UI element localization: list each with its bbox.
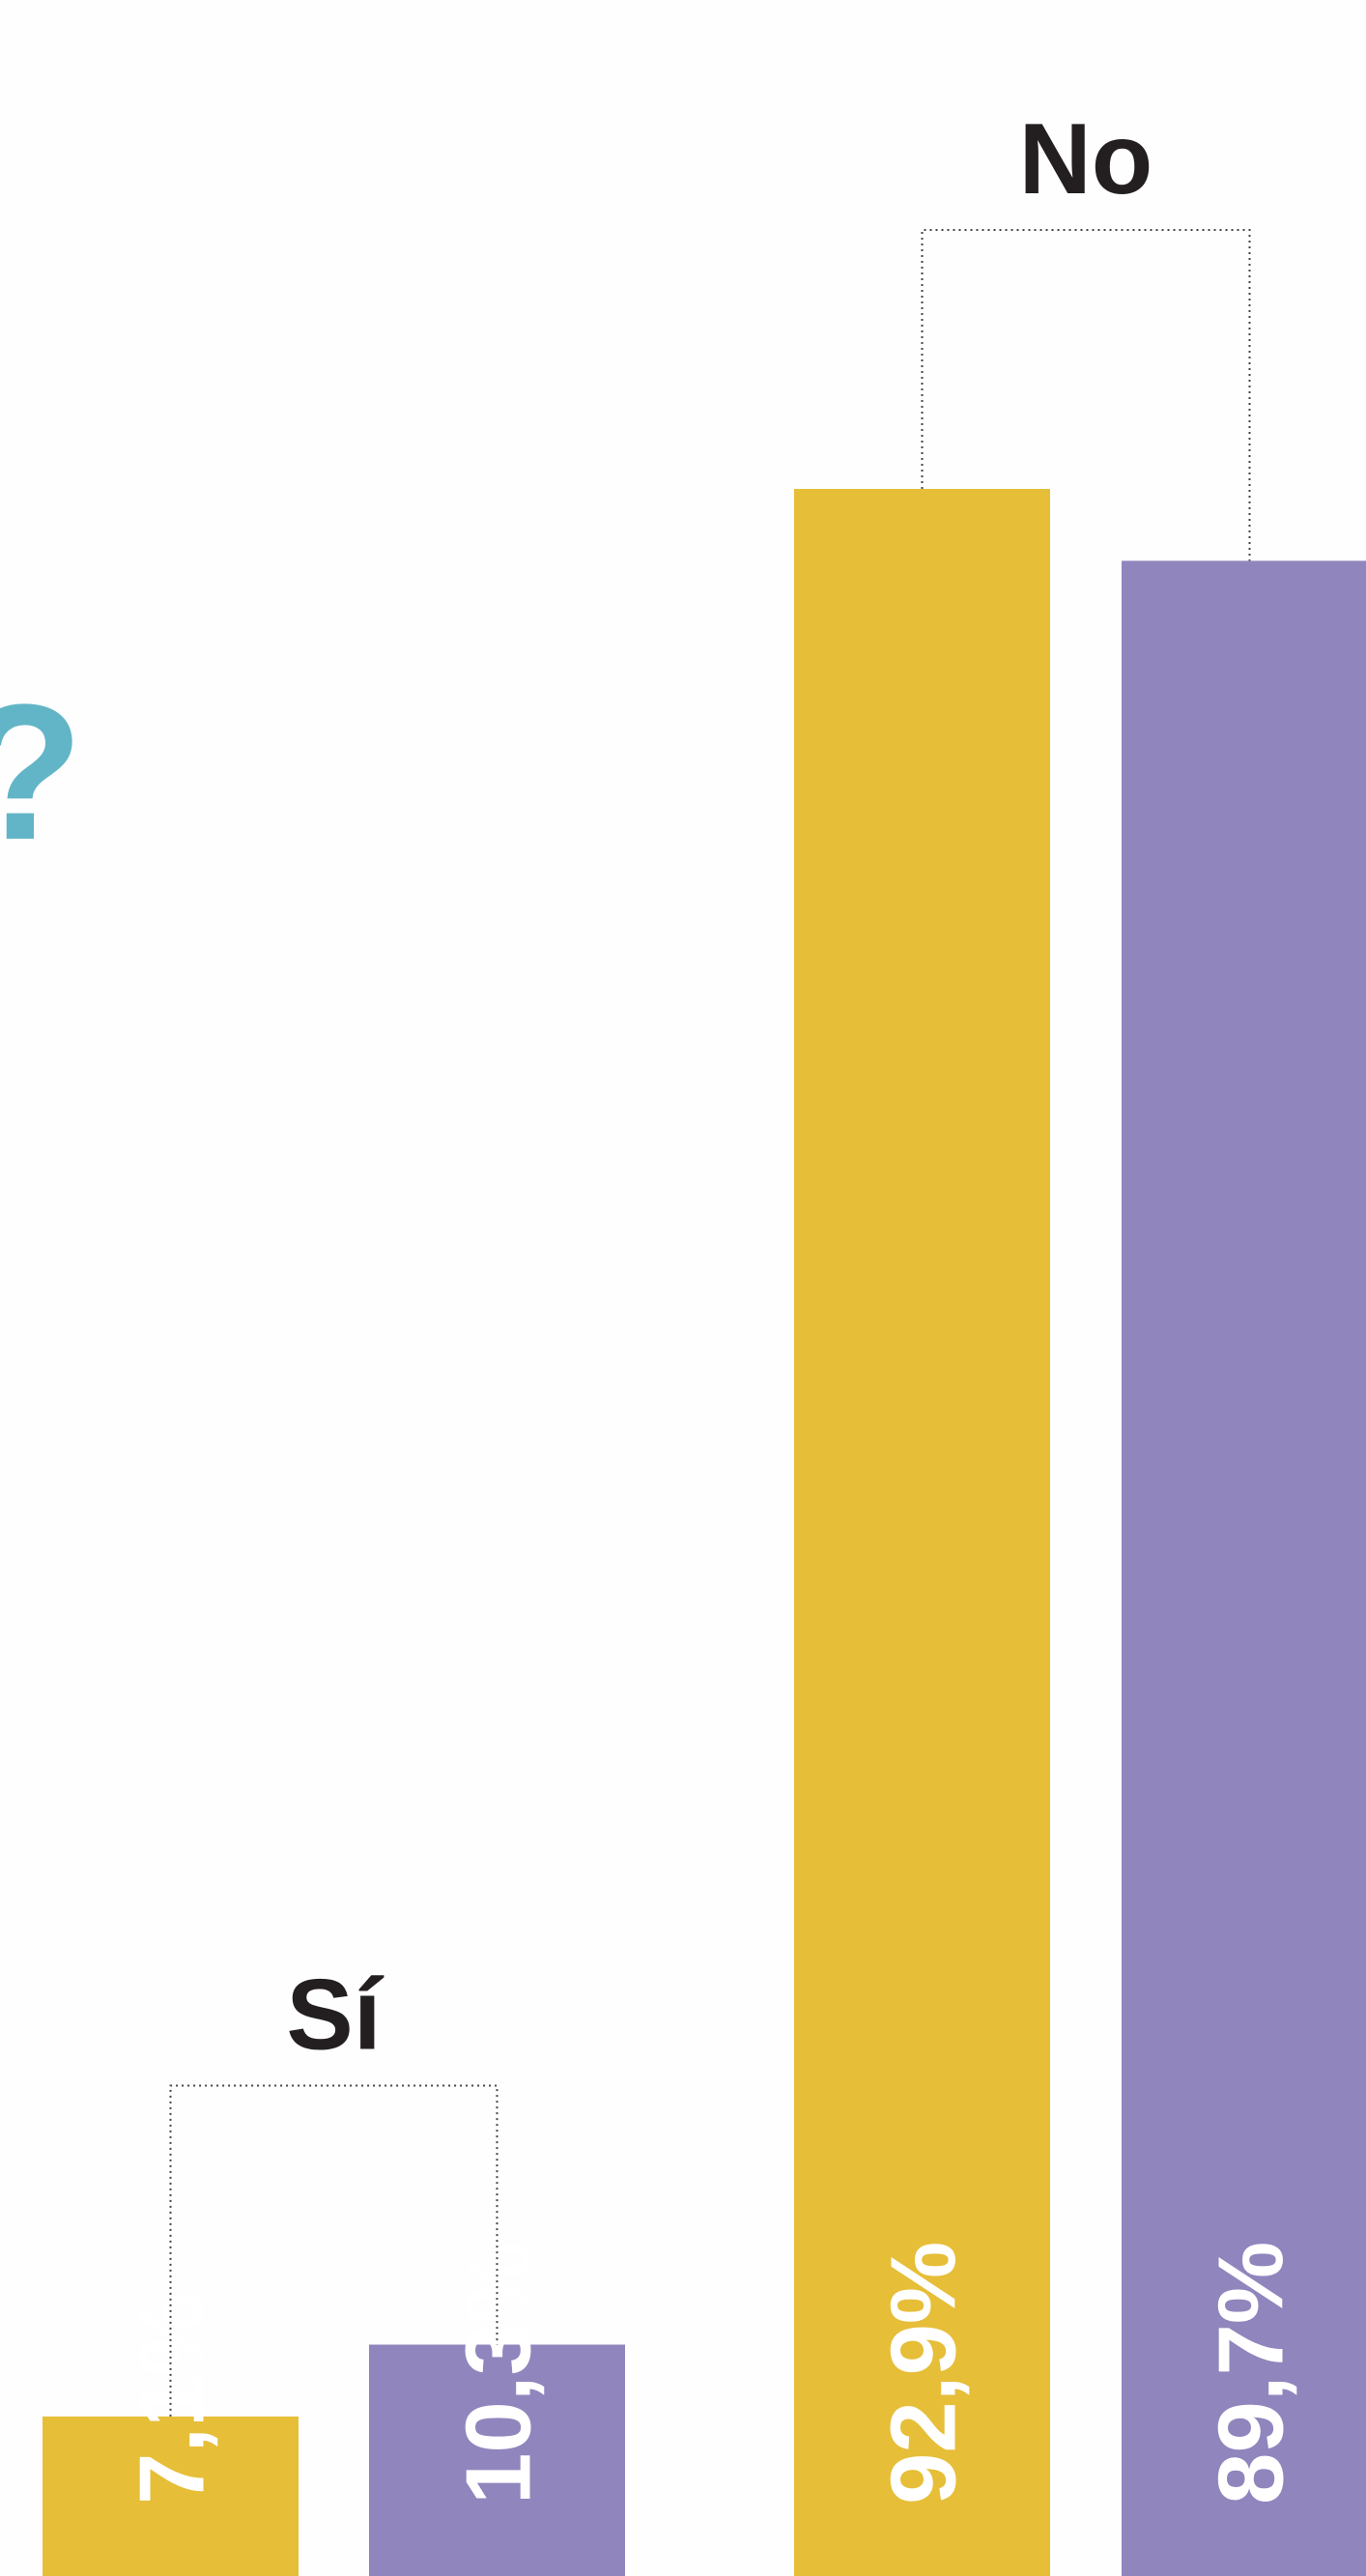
bar bbox=[1122, 560, 1366, 2576]
bar bbox=[43, 2416, 299, 2576]
bar bbox=[794, 489, 1050, 2576]
heading-fragment: ? bbox=[0, 665, 83, 880]
value-label: 7,1% bbox=[121, 2293, 224, 2504]
value-label: 92,9% bbox=[872, 2242, 976, 2504]
category-label: No bbox=[1019, 103, 1153, 215]
bracket bbox=[169, 2084, 498, 2417]
value-label: 89,7% bbox=[1200, 2242, 1303, 2504]
heading-fragment: i bbox=[0, 280, 14, 496]
bar bbox=[369, 2344, 625, 2576]
bracket bbox=[921, 229, 1251, 561]
value-label: 10,3% bbox=[447, 2242, 551, 2504]
category-label: Sí bbox=[286, 1960, 384, 2072]
